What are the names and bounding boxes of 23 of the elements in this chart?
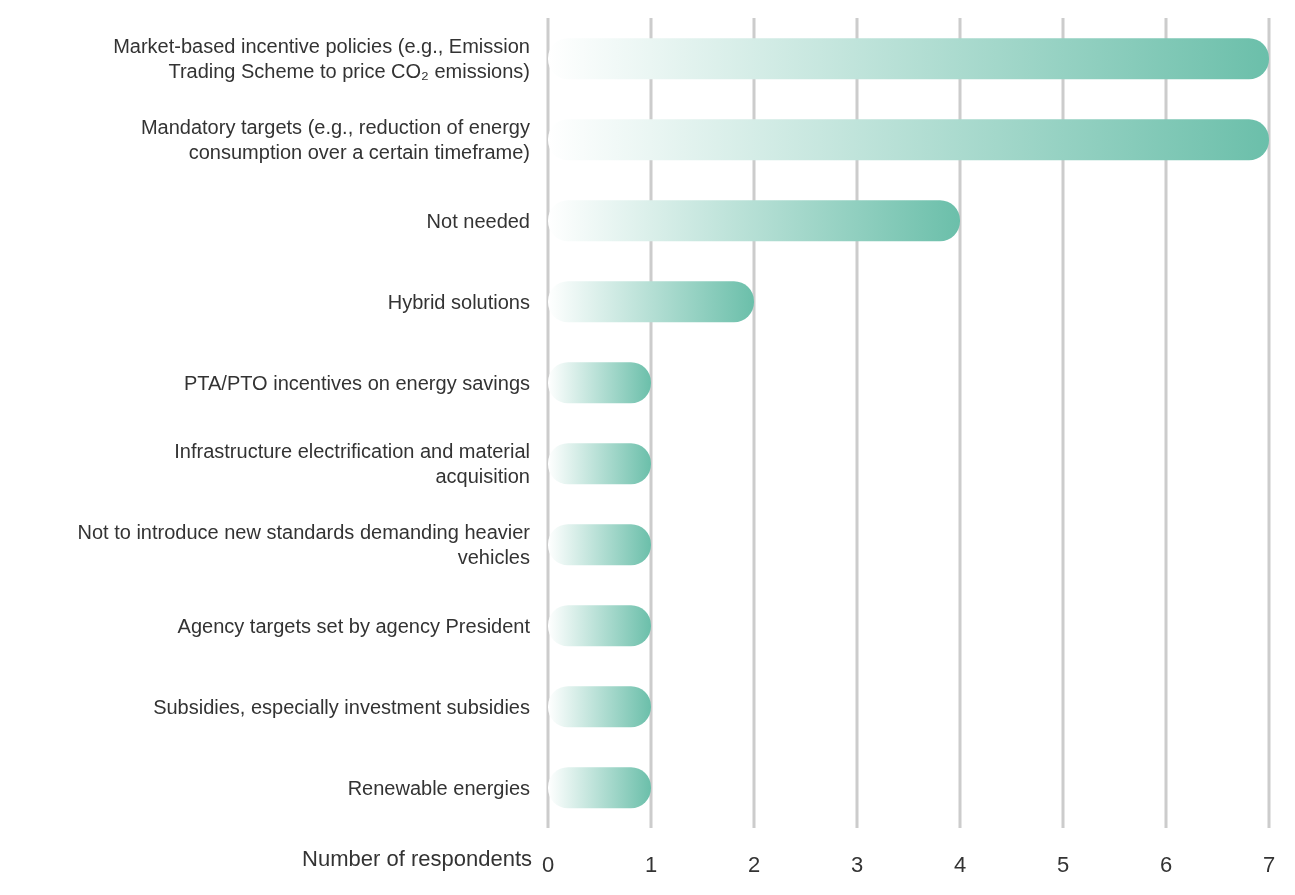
y-tick-label: Mandatory targets (e.g., reduction of energy consumption over a certain timeframe)	[140, 116, 530, 163]
y-tick-label: Not to introduce new standards demanding heavier vehicles	[77, 521, 531, 568]
x-tick-label: 4	[953, 851, 967, 877]
y-tick-label: Hybrid solutions	[387, 290, 530, 313]
x-tick-label: 7	[1262, 851, 1276, 877]
x-tick-label: 0	[541, 851, 555, 877]
y-tick-label: Renewable energies	[347, 776, 530, 799]
y-tick-label: Agency targets set by agency President	[177, 614, 531, 637]
y-tick-label: Not needed	[426, 209, 530, 232]
y-tick-label: Infrastructure electrification and material acquisition	[174, 440, 530, 487]
y-tick-label: Market-based incentive policies (e.g., Emission Trading Scheme to price CO₂ emissions)	[113, 35, 530, 82]
bar	[548, 281, 754, 323]
x-tick-label: 6	[1159, 851, 1173, 877]
x-tick-label: 1	[644, 851, 658, 877]
y-tick-label: Subsidies, especially investment subsidies	[153, 695, 530, 718]
x-tick-label: 5	[1056, 851, 1070, 877]
bar	[548, 119, 1269, 161]
x-tick-label: 3	[850, 851, 864, 877]
bar	[548, 38, 1269, 80]
y-tick-label: PTA/PTO incentives on energy savings	[183, 371, 530, 394]
x-axis-title: Number of respondents	[302, 845, 532, 871]
bar	[548, 200, 960, 242]
x-tick-label: 2	[747, 851, 761, 877]
